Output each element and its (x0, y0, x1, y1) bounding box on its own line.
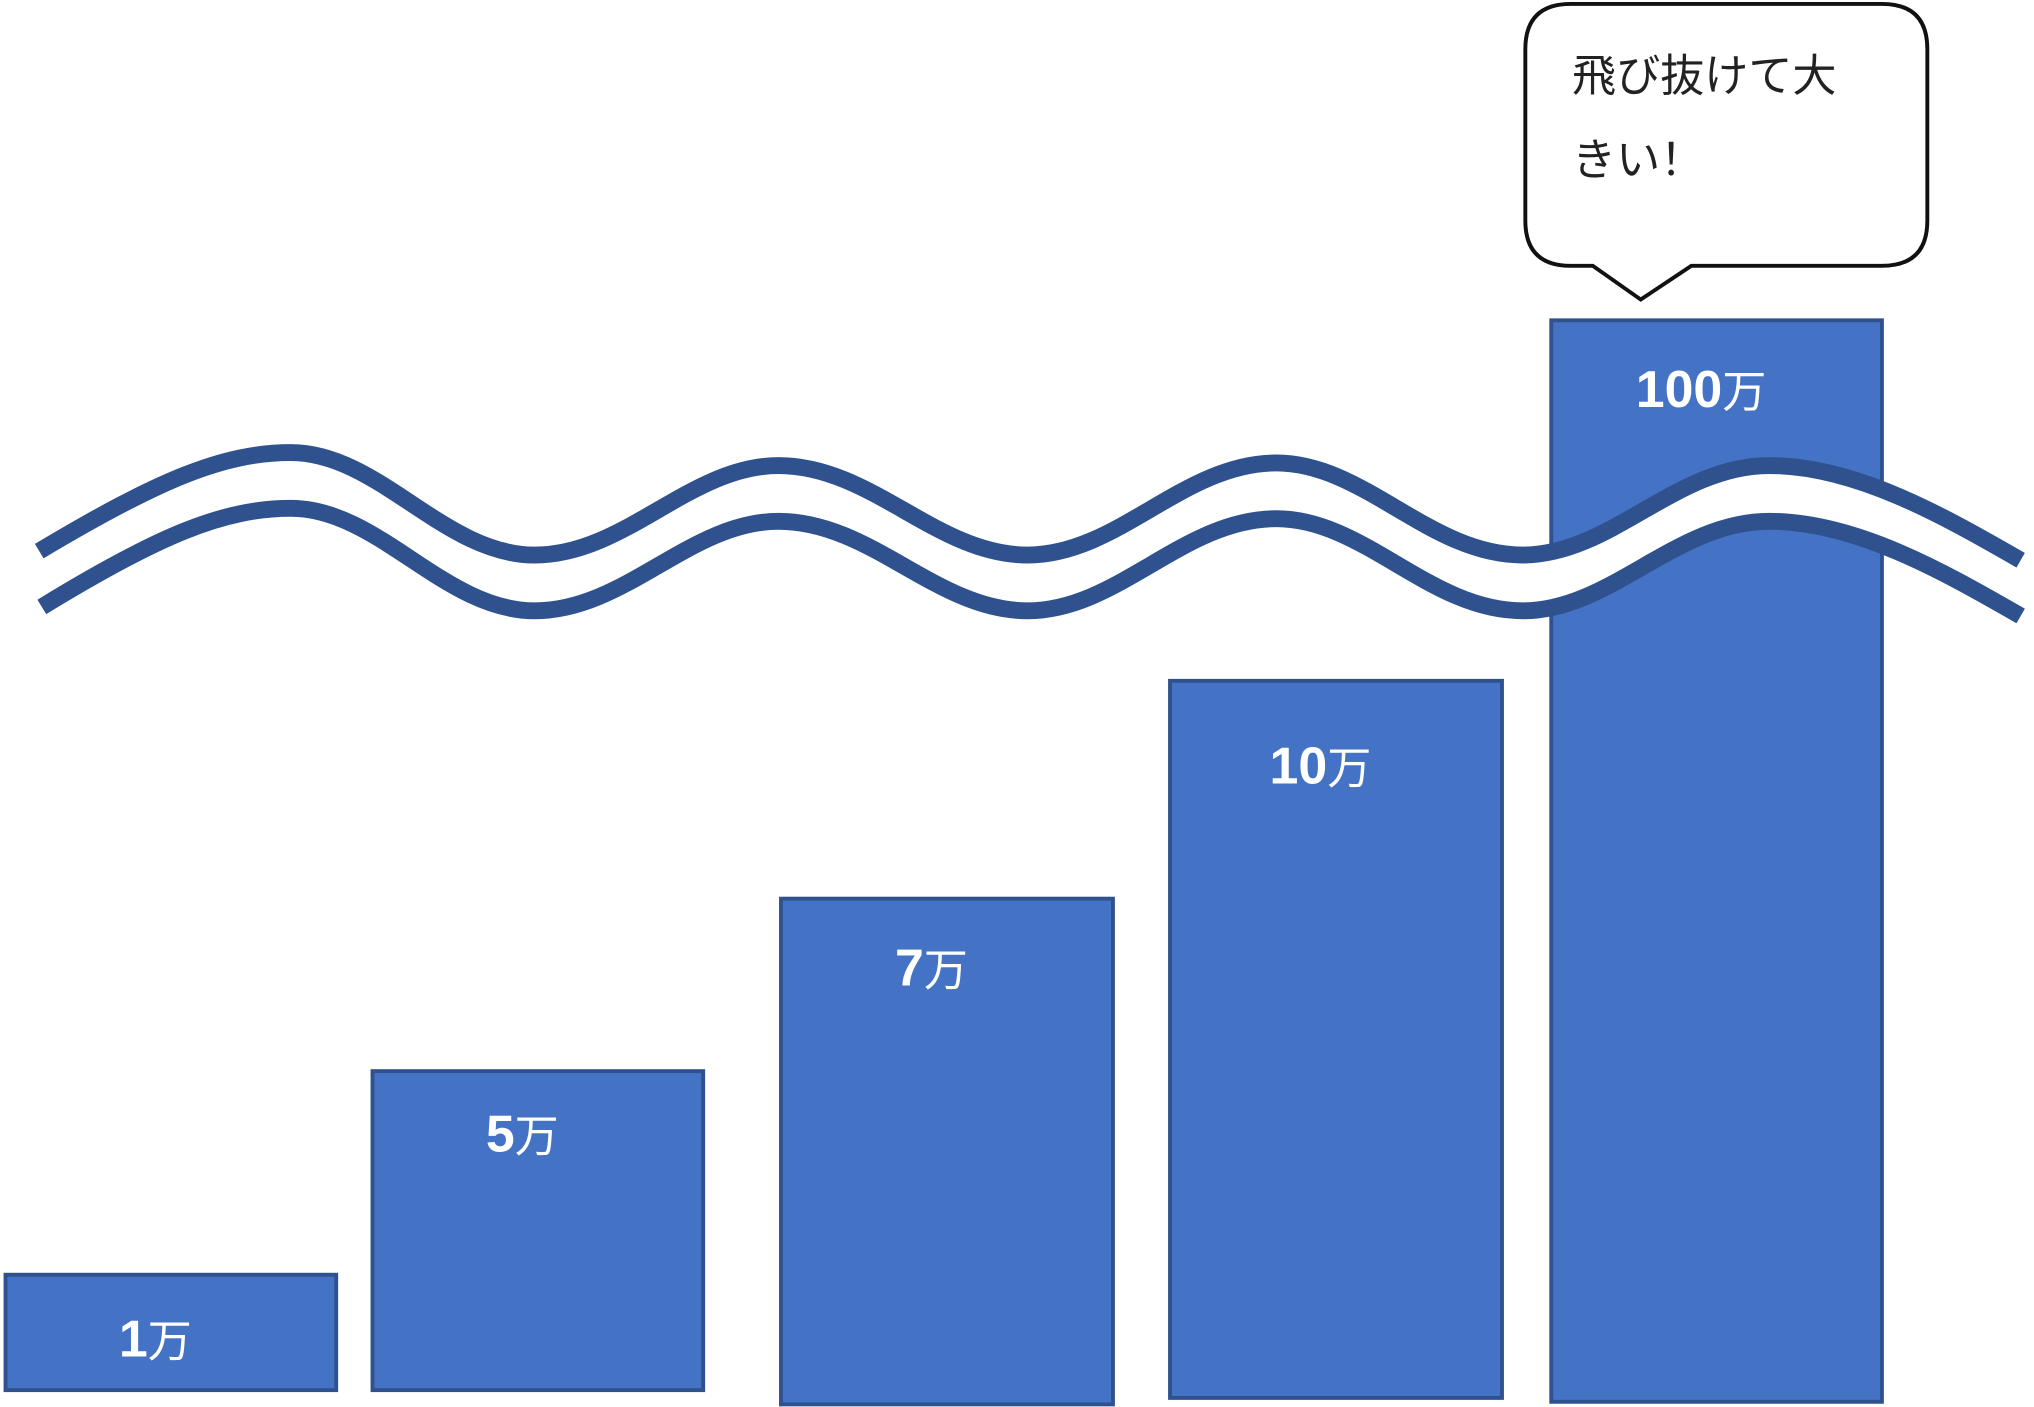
bar-label: 10万 (1270, 736, 1372, 794)
bar-label-unit: 万 (1327, 743, 1371, 794)
callout: 飛び抜けて大 きい！ (1523, 1, 1930, 302)
bar-label-number: 1 (119, 1309, 148, 1367)
bar-label: 5万 (486, 1105, 559, 1163)
break-gap (27, 457, 2032, 607)
bar-label-number: 7 (895, 939, 924, 997)
bar-label-unit: 万 (148, 1316, 192, 1367)
break-line (34, 444, 2025, 568)
bar (3, 1272, 339, 1393)
bar-label-unit: 万 (1722, 367, 1766, 418)
bar-label-unit: 万 (515, 1112, 559, 1163)
bar (1168, 678, 1504, 1400)
callout-text: 飛び抜けて大 (1572, 51, 1836, 102)
bar-label: 7万 (895, 939, 968, 997)
callout-text: きい！ (1572, 135, 1704, 186)
bar (779, 896, 1115, 1407)
bar-label: 1万 (119, 1309, 192, 1367)
bar-label: 100万 (1636, 360, 1767, 418)
break-mark (27, 444, 2032, 624)
bar (370, 1069, 706, 1393)
bar-label-unit: 万 (924, 946, 968, 997)
bar-label-number: 10 (1270, 736, 1328, 794)
break-line (37, 499, 2025, 624)
bar-label-number: 5 (486, 1105, 515, 1163)
callout-bubble (1523, 1, 1930, 302)
bar-label-number: 100 (1636, 360, 1723, 418)
